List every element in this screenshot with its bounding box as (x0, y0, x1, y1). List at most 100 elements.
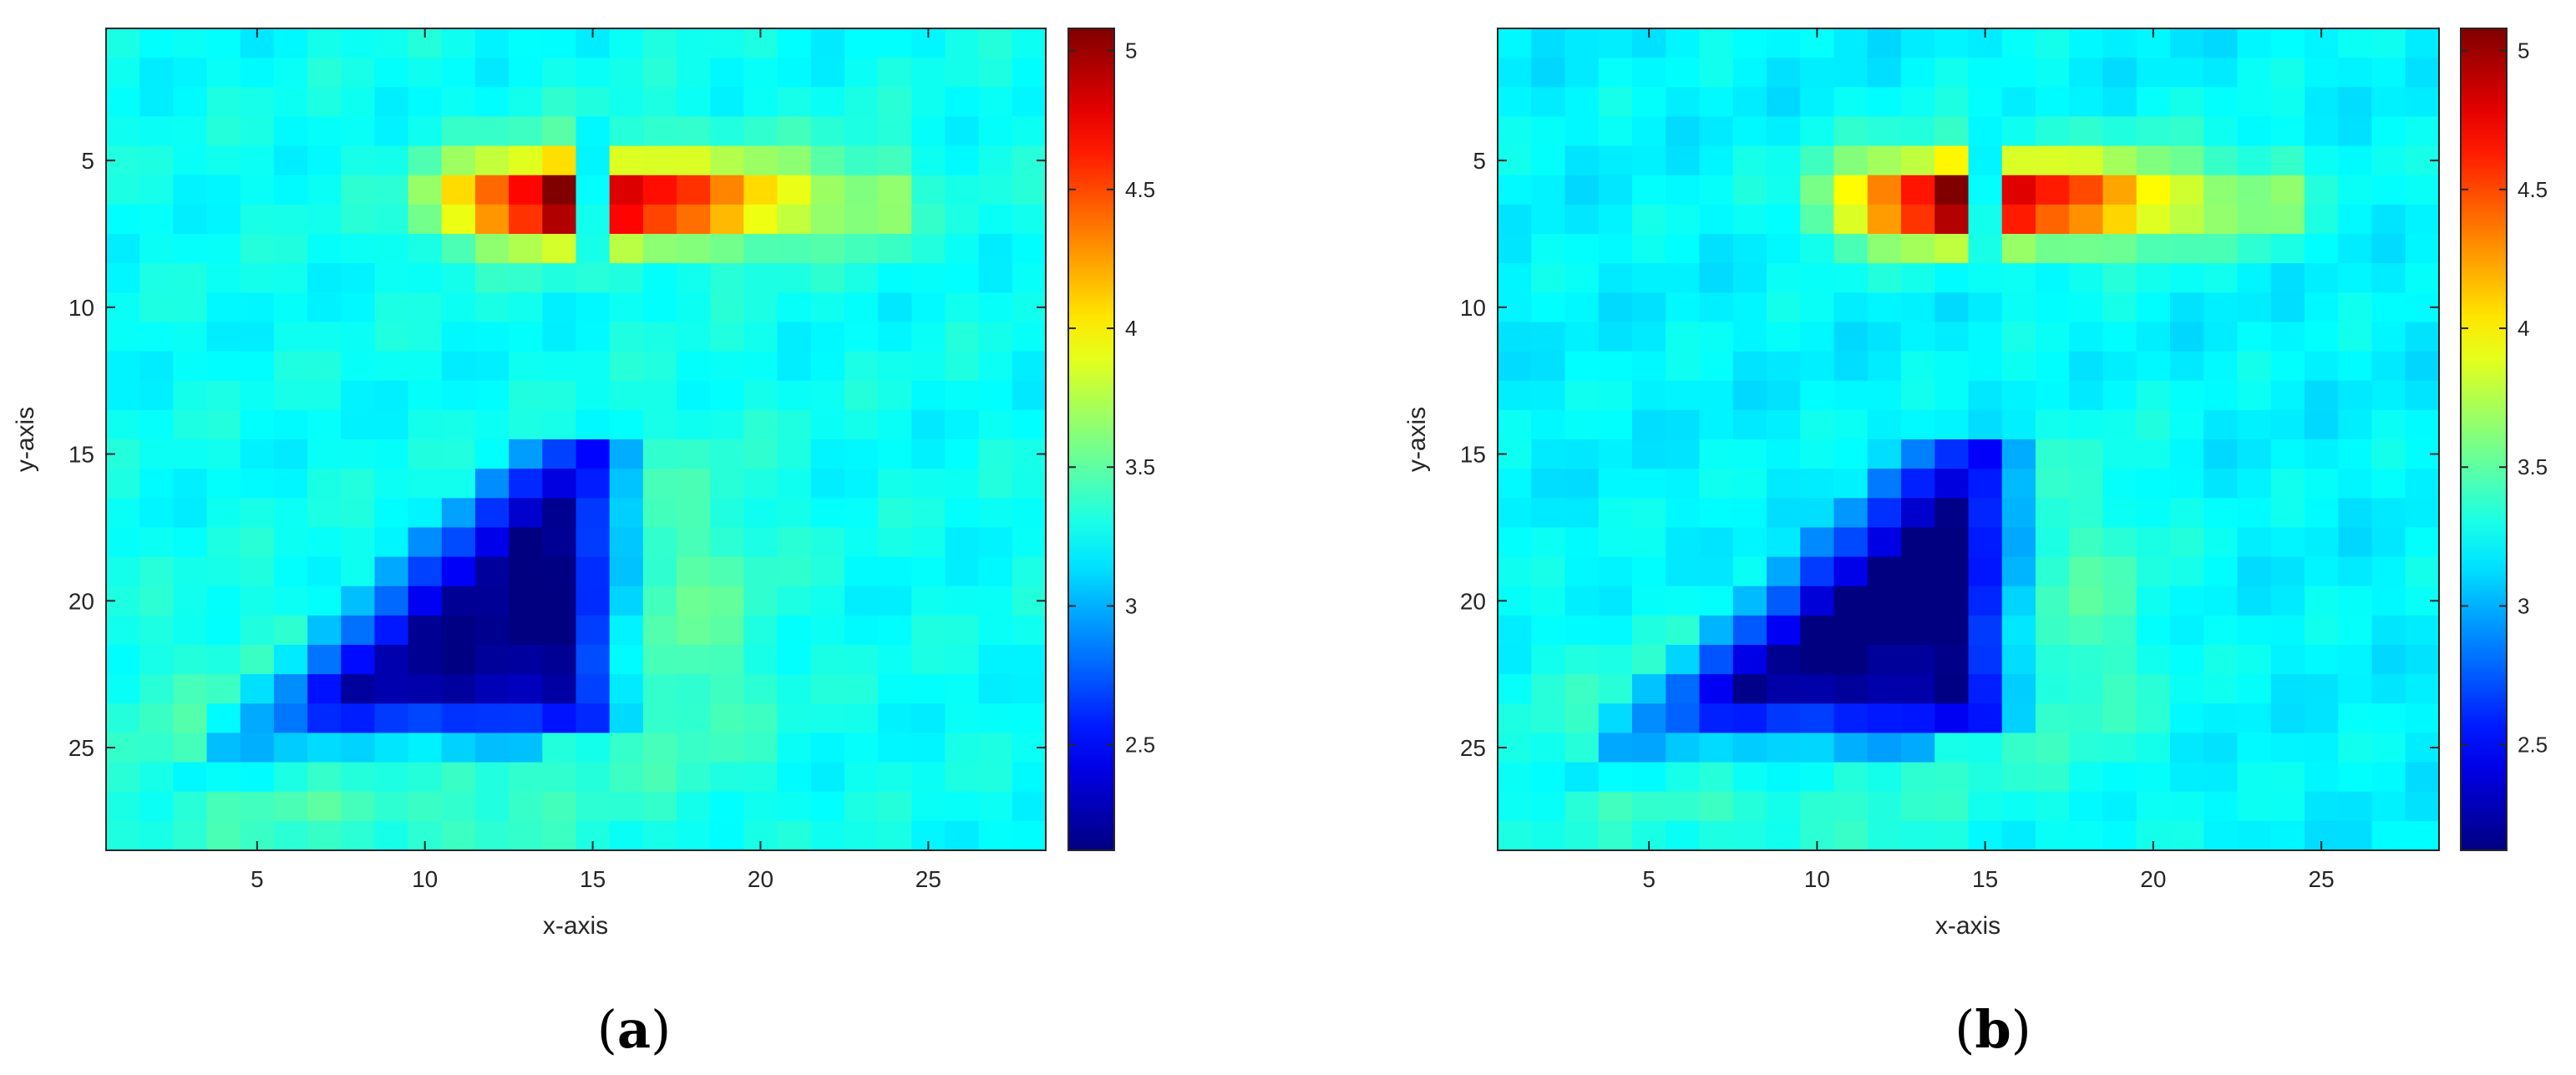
heatmap-cell (1498, 28, 1532, 58)
heatmap-cell (1833, 820, 1869, 851)
heatmap-cell (642, 292, 677, 323)
heatmap-cell (341, 527, 376, 558)
heatmap-cell (978, 322, 1013, 352)
heatmap-cell (2001, 527, 2036, 558)
heatmap-cell (1632, 204, 1666, 235)
heatmap-cell (307, 58, 342, 88)
heatmap-cell (307, 791, 342, 822)
heatmap-cell (2405, 527, 2440, 558)
heatmap-cell (710, 703, 744, 734)
heatmap-cell (206, 58, 241, 88)
heatmap-cell (206, 703, 241, 734)
heatmap-cell (2036, 703, 2070, 734)
heatmap-cell (642, 87, 677, 118)
plot-frame-a (105, 28, 1047, 851)
heatmap-cell (1800, 145, 1835, 176)
heatmap-cell (777, 204, 812, 235)
heatmap-cell (2102, 645, 2137, 675)
heatmap-cell (474, 380, 510, 411)
heatmap-cell (1498, 175, 1532, 205)
heatmap-cell (273, 586, 308, 616)
heatmap-cell (2237, 469, 2272, 499)
heatmap-cell (878, 116, 912, 147)
heatmap-cell (1699, 733, 1734, 763)
heatmap-cell (1498, 703, 1532, 734)
heatmap-cell (1968, 527, 2003, 558)
heatmap-cell (408, 322, 443, 352)
heatmap-cell (1699, 820, 1734, 851)
heatmap-cell (609, 351, 644, 382)
heatmap-cell (1699, 145, 1734, 176)
heatmap-cell (1732, 820, 1767, 851)
heatmap-cell (1800, 409, 1835, 440)
heatmap-cell (2136, 645, 2171, 675)
heatmap-cell (509, 234, 543, 264)
heatmap-cell (307, 733, 342, 763)
heatmap-cell (1867, 58, 1902, 88)
heatmap-cell (1833, 145, 1869, 176)
heatmap-cell (810, 292, 845, 323)
heatmap-cell (2270, 556, 2305, 587)
heatmap-cell (878, 674, 912, 704)
heatmap-cell (1800, 586, 1835, 616)
heatmap-cell (2237, 703, 2272, 734)
heatmap-cell (1800, 116, 1835, 147)
heatmap-cell (2069, 703, 2104, 734)
heatmap-cell (677, 820, 711, 851)
heatmap-cell (408, 615, 443, 646)
heatmap-cell (1564, 87, 1600, 118)
y-tick-label: 10 (1460, 295, 1486, 321)
heatmap-cell (1666, 439, 1701, 469)
heatmap-cell (1564, 733, 1600, 763)
heatmap-cell (1666, 380, 1701, 411)
heatmap-cell (945, 116, 980, 147)
heatmap-cell (542, 351, 577, 382)
heatmap-cell (1935, 322, 1970, 352)
heatmap-cell (978, 145, 1013, 176)
heatmap-cell (2036, 674, 2070, 704)
heatmap-cell (2405, 469, 2440, 499)
heatmap-cell (1767, 762, 1801, 793)
heatmap-cell (240, 527, 275, 558)
heatmap-cell (2136, 292, 2171, 323)
heatmap-cell (1901, 527, 1935, 558)
heatmap-cell (1935, 87, 1970, 118)
heatmap-cell (1767, 469, 1801, 499)
heatmap-cell (2102, 351, 2137, 382)
heatmap-cell (2371, 498, 2406, 529)
heatmap-cell (474, 586, 510, 616)
heatmap-cell (1968, 791, 2003, 822)
heatmap-cell (509, 762, 543, 793)
heatmap-cell (173, 28, 208, 58)
heatmap-cell (408, 175, 443, 205)
heatmap-cell (743, 292, 778, 323)
heatmap-cell (173, 116, 208, 147)
heatmap-cell (374, 586, 409, 616)
heatmap-cell (677, 733, 711, 763)
x-tick-label: 15 (1972, 866, 1998, 892)
heatmap-cell (2270, 703, 2305, 734)
heatmap-cell (2036, 527, 2070, 558)
heatmap-cell (2036, 791, 2070, 822)
heatmap-cell (1867, 498, 1902, 529)
heatmap-cell (139, 145, 174, 176)
heatmap-cell (2338, 380, 2373, 411)
heatmap-cell (945, 439, 980, 469)
y-tick-label: 10 (68, 295, 94, 321)
heatmap-cell (139, 234, 174, 264)
heatmap-cell (1867, 674, 1902, 704)
heatmap-cell (844, 645, 879, 675)
heatmap-cell (1901, 645, 1935, 675)
heatmap-cell (2170, 498, 2204, 529)
heatmap-cell (945, 234, 980, 264)
heatmap-cell (2001, 116, 2036, 147)
heatmap-cell (441, 791, 476, 822)
y-tick-label: 15 (1460, 442, 1486, 468)
heatmap-cell (2371, 586, 2406, 616)
heatmap-cell (1968, 351, 2003, 382)
heatmap-b-cells (1498, 28, 2440, 851)
heatmap-cell (878, 263, 912, 293)
heatmap-cell (642, 380, 677, 411)
heatmap-cell (978, 556, 1013, 587)
heatmap-cell (139, 674, 174, 704)
